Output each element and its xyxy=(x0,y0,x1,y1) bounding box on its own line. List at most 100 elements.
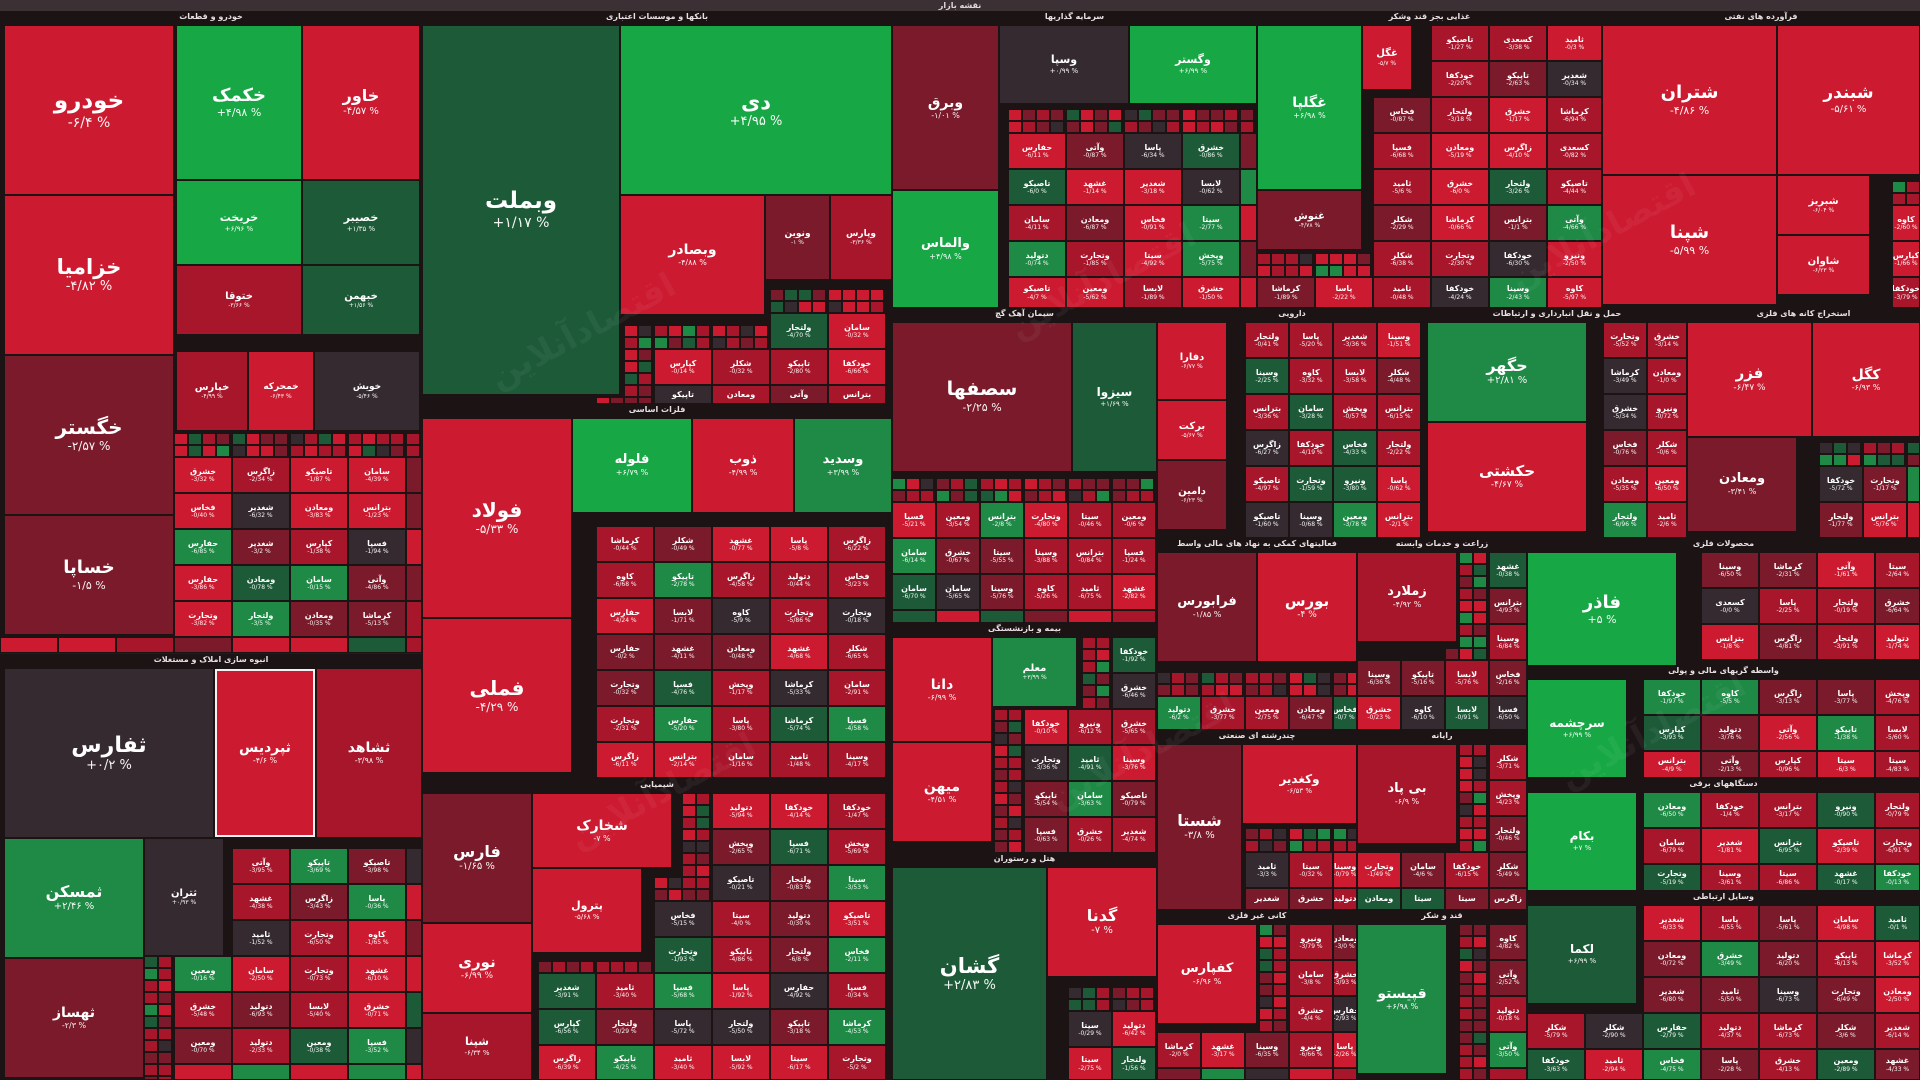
stock-tile-small[interactable]: دتولید -1/74 % xyxy=(1875,624,1920,660)
stock-tile-small[interactable] xyxy=(624,337,638,349)
stock-tile[interactable]: معلم +۳/۹۹ % xyxy=(992,637,1077,707)
stock-tile-small[interactable]: سیتا -2/75 % xyxy=(1068,1047,1112,1080)
stock-tile-small[interactable] xyxy=(696,865,710,877)
stock-tile-small[interactable] xyxy=(1333,828,1347,840)
stock-tile-small[interactable]: خشرق -6/46 % xyxy=(1112,673,1156,709)
stock-tile-small[interactable]: خودکفا -5/72 % xyxy=(1819,466,1863,502)
stock-tile-small[interactable]: ومعادن -6/87 % xyxy=(1066,205,1124,241)
stock-tile-small[interactable] xyxy=(1273,948,1287,960)
stock-tile-small[interactable] xyxy=(994,829,1008,841)
stock-tile-small[interactable] xyxy=(828,301,842,313)
stock-tile-small[interactable] xyxy=(1347,672,1357,684)
stock-tile[interactable]: غنوش -۴/۷۸ % xyxy=(1257,190,1362,250)
stock-tile-small[interactable]: ثامید -2/6 % xyxy=(1647,502,1687,538)
stock-tile-small[interactable]: کرماشا -3/52 % xyxy=(1875,941,1920,977)
stock-tile-small[interactable] xyxy=(610,397,624,404)
stock-tile-small[interactable] xyxy=(1877,454,1891,466)
stock-tile-small[interactable]: شغدیر -1/81 % xyxy=(1701,828,1759,864)
stock-tile-small[interactable] xyxy=(1152,109,1166,121)
stock-tile-small[interactable] xyxy=(1459,552,1473,564)
stock-tile-small[interactable]: ومعادن -0/72 % xyxy=(1643,941,1701,977)
stock-tile-small[interactable] xyxy=(406,884,422,920)
stock-tile-small[interactable]: فسپا -5/21 % xyxy=(892,502,936,538)
stock-tile-small[interactable] xyxy=(920,490,934,502)
stock-tile-small[interactable] xyxy=(1459,924,1473,936)
stock-tile[interactable]: وبرق -۱/۰۱ % xyxy=(892,25,999,190)
stock-tile-small[interactable] xyxy=(246,433,260,445)
stock-tile-small[interactable]: زاگرس -2/34 % xyxy=(232,457,290,493)
stock-tile-small[interactable]: ولتجار -0/46 % xyxy=(1489,816,1527,852)
stock-tile-small[interactable] xyxy=(406,433,420,445)
stock-tile-small[interactable] xyxy=(1171,672,1185,684)
stock-tile-small[interactable] xyxy=(1459,768,1473,780)
stock-tile-small[interactable]: پاسا -2/26 % xyxy=(1333,1032,1357,1068)
stock-tile-small[interactable] xyxy=(1459,972,1473,984)
stock-tile-small[interactable]: کسعدی -0/0 % xyxy=(1701,588,1759,624)
stock-tile[interactable]: فاذر +۵ % xyxy=(1527,552,1677,665)
stock-tile-small[interactable]: سیتا -3/53 % xyxy=(828,865,886,901)
stock-tile-small[interactable]: وتجارت -1/17 % xyxy=(1863,466,1907,502)
stock-tile[interactable]: خصیبر +۱/۳۵ % xyxy=(302,180,420,265)
stock-tile-small[interactable] xyxy=(870,301,884,313)
stock-tile-small[interactable] xyxy=(1171,684,1185,696)
stock-tile-small[interactable] xyxy=(1273,1020,1287,1032)
stock-tile-small[interactable] xyxy=(1259,1008,1273,1020)
stock-tile-small[interactable]: کپارس -1/38 % xyxy=(290,529,348,565)
stock-tile-small[interactable]: ومعین -0/16 % xyxy=(174,956,232,992)
stock-tile-small[interactable] xyxy=(994,805,1008,817)
stock-tile-small[interactable] xyxy=(232,433,246,445)
stock-tile-small[interactable] xyxy=(1285,265,1299,277)
stock-tile-small[interactable]: ومعین -2/89 % xyxy=(1817,1049,1875,1080)
stock-tile-small[interactable] xyxy=(870,289,884,301)
stock-tile-small[interactable] xyxy=(696,841,710,853)
stock-tile-small[interactable]: حفارس -6/11 % xyxy=(1008,133,1066,169)
stock-tile-small[interactable]: شغدیر -4/74 % xyxy=(1112,817,1156,853)
stock-tile-small[interactable] xyxy=(1847,442,1861,454)
stock-tile-small[interactable]: ومعین -0/6 % xyxy=(1112,502,1156,538)
stock-tile-small[interactable]: وسینا -6/50 % xyxy=(1701,552,1759,588)
stock-tile-small[interactable] xyxy=(1096,987,1110,999)
stock-tile-small[interactable] xyxy=(174,1064,232,1080)
stock-tile-small[interactable] xyxy=(1024,490,1038,502)
stock-tile-small[interactable]: ومعادن -0/78 % xyxy=(232,565,290,601)
stock-tile-small[interactable] xyxy=(116,637,174,653)
stock-tile-small[interactable]: وتجارت -2/31 % xyxy=(596,706,654,742)
stock-tile-small[interactable] xyxy=(668,337,682,349)
stock-tile-small[interactable] xyxy=(682,841,696,853)
stock-tile-small[interactable]: غشهد -2/82 % xyxy=(1112,574,1156,610)
stock-tile-small[interactable] xyxy=(290,1064,348,1080)
stock-tile-small[interactable] xyxy=(1892,193,1906,205)
stock-tile-small[interactable]: وپخش -4/23 % xyxy=(1489,780,1527,816)
stock-tile-small[interactable] xyxy=(1210,121,1224,133)
stock-tile-small[interactable]: پاسا -3/77 % xyxy=(1817,679,1875,715)
stock-tile-small[interactable]: وتجارت -3/36 % xyxy=(1024,745,1068,781)
stock-tile-small[interactable] xyxy=(1138,121,1152,133)
stock-tile[interactable]: شپنا -۵/۹۹ % xyxy=(1602,175,1777,305)
stock-tile-small[interactable] xyxy=(842,289,856,301)
stock-tile-small[interactable] xyxy=(1240,121,1254,133)
stock-tile-small[interactable]: سامان -2/91 % xyxy=(828,670,886,706)
stock-tile-small[interactable] xyxy=(1459,996,1473,1008)
stock-tile-small[interactable]: ثامید -4/91 % xyxy=(1068,745,1112,781)
stock-tile-small[interactable]: وسینا -0/68 % xyxy=(1289,502,1333,538)
stock-tile-small[interactable]: فسپا -4/58 % xyxy=(828,706,886,742)
stock-tile-small[interactable] xyxy=(1126,987,1140,999)
stock-tile-small[interactable]: شغدیر -6/32 % xyxy=(232,493,290,529)
stock-tile-small[interactable]: تاپیکو -4/86 % xyxy=(712,937,770,973)
stock-tile-small[interactable]: وسینا -2/43 % xyxy=(1489,277,1547,308)
stock-tile-small[interactable]: زاگرس xyxy=(1489,888,1527,910)
stock-tile-small[interactable] xyxy=(726,337,740,349)
stock-tile-small[interactable] xyxy=(1112,490,1126,502)
stock-tile-small[interactable] xyxy=(994,745,1008,757)
stock-tile-small[interactable] xyxy=(144,1040,158,1052)
stock-tile-small[interactable]: دتولید -0/18 % xyxy=(1489,996,1527,1032)
stock-tile-small[interactable] xyxy=(1847,454,1861,466)
stock-tile[interactable]: حکشتی -۴/۶۷ % xyxy=(1427,422,1587,532)
stock-tile-small[interactable]: پاسا -2/28 % xyxy=(1701,1049,1759,1080)
stock-tile[interactable]: ثمسکن +۲/۴۶ % xyxy=(4,838,144,958)
stock-tile-small[interactable]: بترانس -3/17 % xyxy=(1759,792,1817,828)
stock-tile-small[interactable] xyxy=(1140,478,1154,490)
stock-tile-small[interactable] xyxy=(1473,960,1487,972)
stock-tile-small[interactable] xyxy=(1271,253,1285,265)
stock-tile-small[interactable]: وسینا -0/79 % xyxy=(1333,852,1357,888)
